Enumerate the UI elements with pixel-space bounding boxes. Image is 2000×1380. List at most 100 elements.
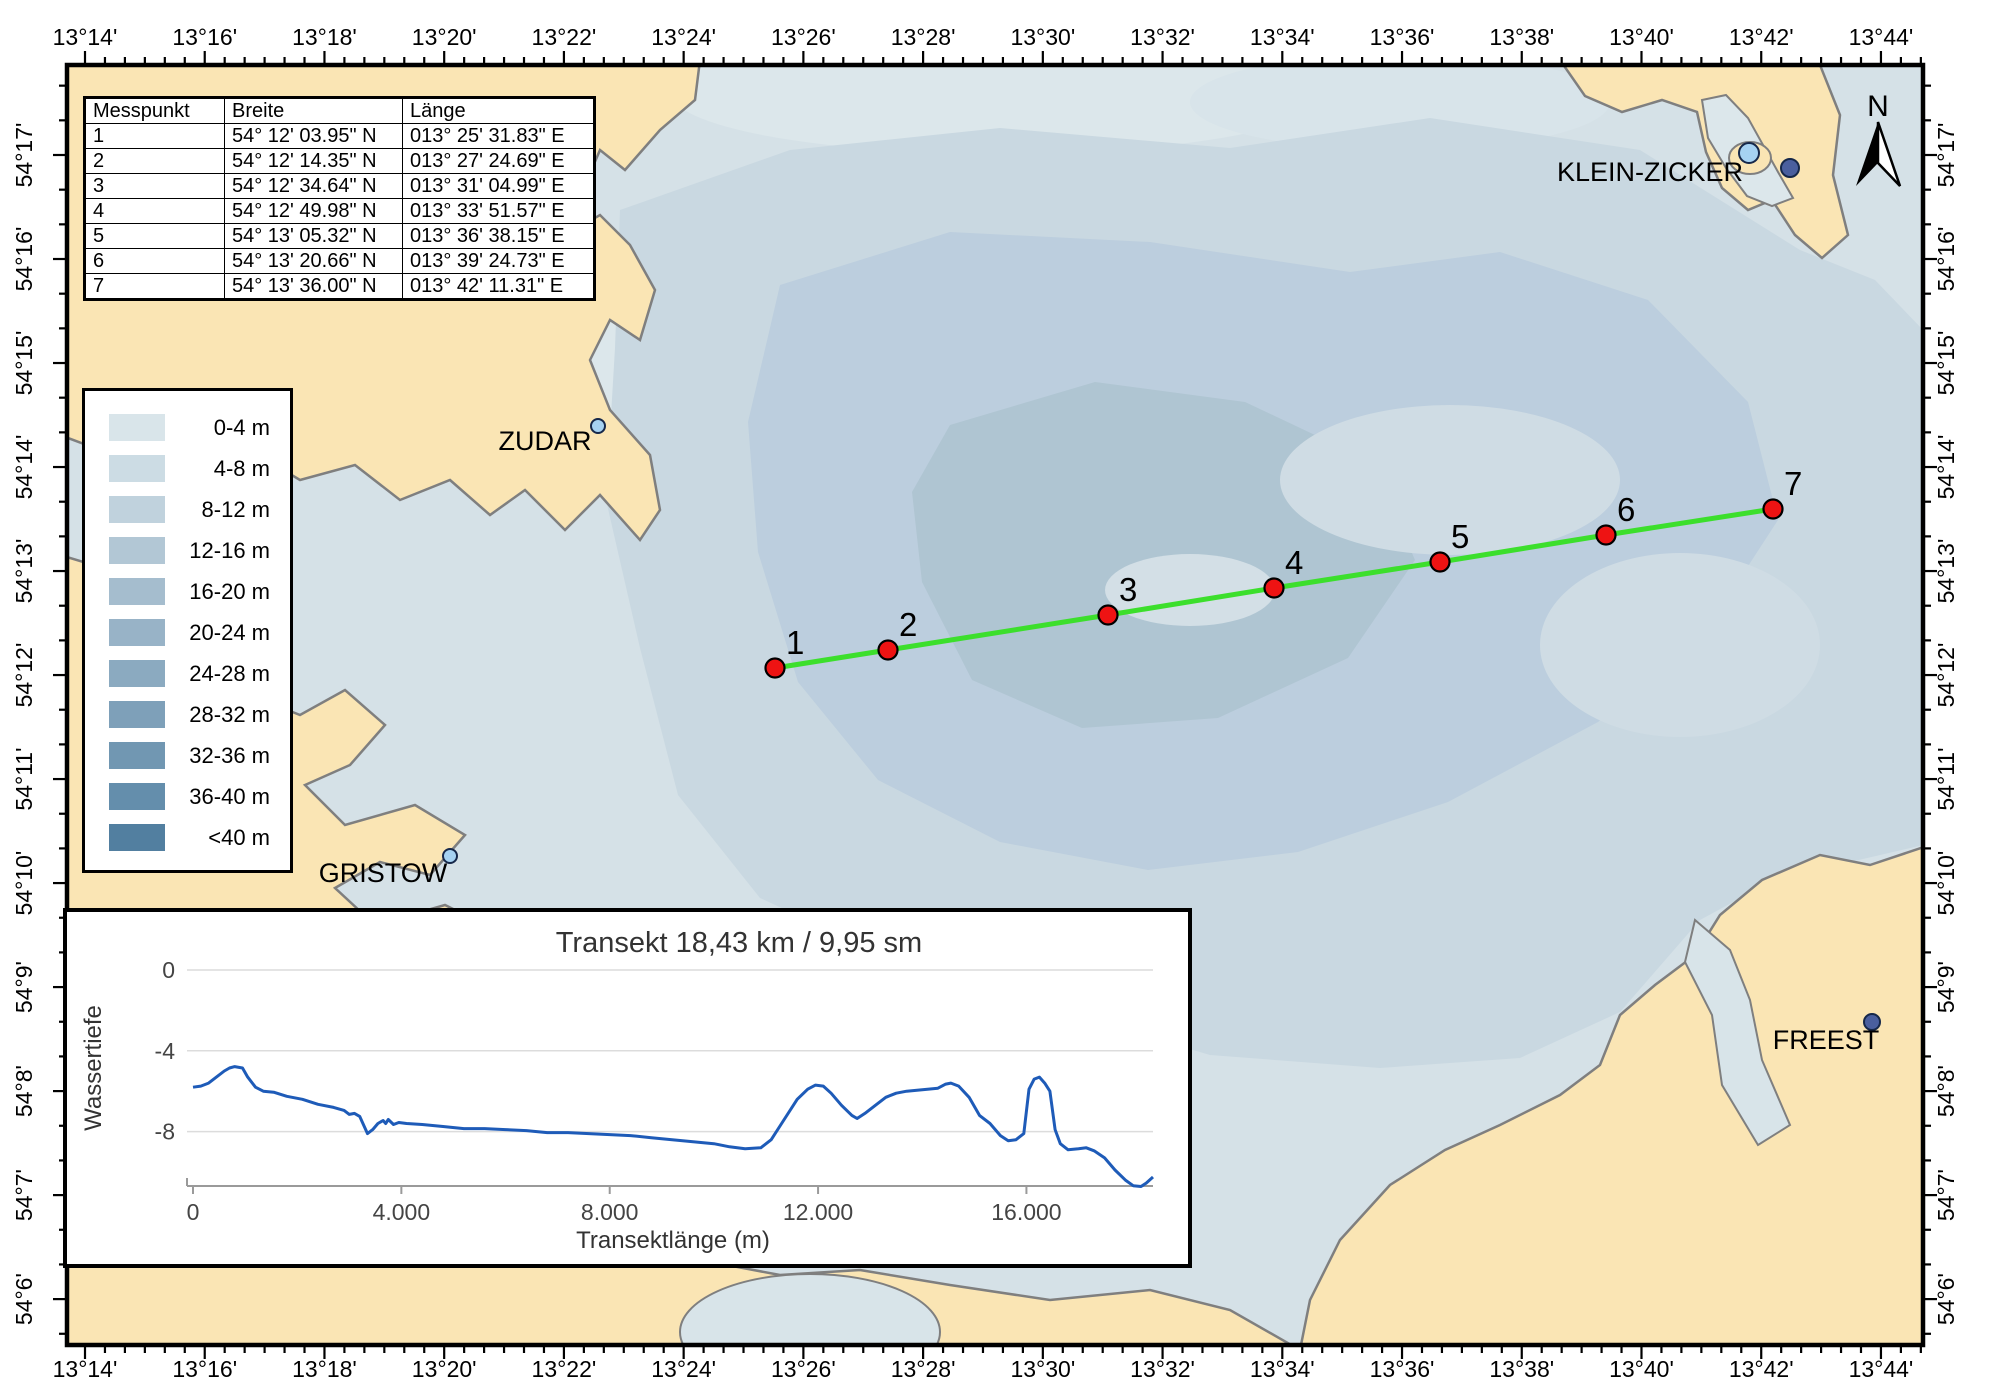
land-freest [1299, 846, 1923, 1345]
graticule-ticks: 13°14' 13°14' 13°16' 13°16' 13°18' 13°18' 13°2… [11, 24, 1959, 1380]
legend-item: 28-32 m [85, 694, 290, 735]
legend-label: 28-32 m [189, 701, 270, 727]
legend-item: 8-12 m [85, 489, 290, 530]
lon-label-top: 13°32' [1130, 24, 1195, 50]
transect-layer: 1 2 3 4 5 6 7 [764, 465, 1802, 679]
table-header-row: Messpunkt Breite Länge [84, 97, 595, 124]
legend-swatch [109, 496, 165, 523]
lat-label-left: 54°11' [11, 748, 37, 811]
lon-label-bottom: 13°38' [1489, 1356, 1554, 1380]
lon-label-top: 13°28' [891, 24, 956, 50]
transect-point-6[interactable] [1595, 524, 1617, 546]
lon-label-top: 13°18' [292, 24, 357, 50]
lon-label-top: 13°34' [1250, 24, 1315, 50]
legend-item: 36-40 m [85, 776, 290, 817]
lat-label-left: 54°7' [11, 1169, 37, 1221]
map-layers [67, 65, 1923, 1345]
lon-label-bottom: 13°16' [172, 1356, 237, 1380]
chart-ylabel: Wassertiefe [80, 1005, 107, 1131]
lon-label-top: 13°14' [53, 24, 118, 50]
legend-label: 16-20 m [189, 578, 270, 604]
lat-label-left: 54°14' [11, 435, 37, 500]
lon-label-top: 13°42' [1729, 24, 1794, 50]
lon-label-top: 13°40' [1609, 24, 1674, 50]
transect-point-2[interactable] [877, 639, 899, 661]
transect-point-3[interactable] [1097, 604, 1119, 626]
chart-xlabel: Transektlänge (m) [576, 1227, 770, 1254]
place-label-gristow: GRISTOW [319, 858, 448, 888]
place-dot-klein-zicker [1780, 158, 1800, 178]
header-messpunkt: Messpunkt [84, 97, 225, 124]
legend-label: 36-40 m [189, 783, 270, 809]
legend-label: 20-24 m [189, 619, 270, 645]
lon-label-bottom: 13°36' [1370, 1356, 1435, 1380]
legend-label: 32-36 m [189, 742, 270, 768]
table-cell: 6 [84, 248, 225, 274]
table-cell: 54° 13' 05.32" N [224, 223, 403, 249]
table-cell: 3 [84, 173, 225, 199]
legend-label: <40 m [208, 824, 270, 850]
transect-point-1[interactable] [764, 657, 786, 679]
place-dot-klein-zicker [1738, 142, 1760, 164]
lon-label-bottom: 13°22' [532, 1356, 597, 1380]
transect-point-label: 4 [1285, 544, 1303, 581]
legend-item: 4-8 m [85, 448, 290, 489]
shallow-patch [1190, 65, 1610, 150]
lat-label-left: 54°9' [11, 961, 37, 1013]
lon-label-top: 13°36' [1370, 24, 1435, 50]
legend-swatch [109, 824, 165, 851]
north-arrow: N [1856, 90, 1902, 187]
transect-point-4[interactable] [1263, 577, 1285, 599]
map-frame [64, 62, 1926, 1348]
table-row: 3 54° 12' 34.64" N 013° 31' 04.99" E [84, 173, 595, 199]
table-cell: 2 [84, 148, 225, 174]
lon-label-bottom: 13°32' [1130, 1356, 1195, 1380]
legend-swatch [109, 455, 165, 482]
lat-label-left: 54°16' [11, 227, 37, 292]
table-row: 1 54° 12' 03.95" N 013° 25' 31.83" E [84, 123, 595, 149]
lon-label-bottom: 13°30' [1010, 1356, 1075, 1380]
lat-label-left: 54°8' [11, 1065, 37, 1117]
table-cell: 013° 27' 24.69" E [402, 148, 595, 174]
shallow-bank [1540, 553, 1820, 737]
lat-label-right: 54°10' [1933, 851, 1959, 916]
land-klein-zicker [1561, 65, 1850, 260]
table-cell: 7 [84, 273, 225, 300]
lon-label-top: 13°22' [532, 24, 597, 50]
lon-label-bottom: 13°34' [1250, 1356, 1315, 1380]
lon-label-top: 13°24' [651, 24, 716, 50]
transect-point-7[interactable] [1762, 498, 1784, 520]
chart-ytick-label: 0 [162, 957, 175, 983]
transect-point-label: 1 [786, 624, 804, 661]
lon-label-top: 13°44' [1849, 24, 1914, 50]
table-cell: 54° 13' 20.66" N [224, 248, 403, 274]
lon-label-bottom: 13°44' [1849, 1356, 1914, 1380]
legend-label: 8-12 m [201, 496, 270, 522]
lon-label-bottom: 13°24' [651, 1356, 716, 1380]
transect-point-label: 3 [1119, 571, 1137, 608]
lat-label-right: 54°15' [1933, 331, 1959, 396]
lat-label-right: 54°17' [1933, 123, 1959, 188]
transect-point-5[interactable] [1429, 551, 1451, 573]
shallow-bank [1280, 405, 1620, 555]
lat-label-left: 54°12' [11, 643, 37, 708]
transect-point-label: 6 [1617, 491, 1635, 528]
legend-swatch [109, 742, 165, 769]
chart-xtick-label: 8.000 [581, 1199, 639, 1225]
legend-swatch [109, 578, 165, 605]
header-breite: Breite [224, 97, 403, 124]
lat-label-right: 54°6' [1933, 1273, 1959, 1325]
north-arrow-label: N [1867, 90, 1889, 123]
north-arrow-right-half [1876, 121, 1902, 187]
table-cell: 1 [84, 123, 225, 149]
lon-label-bottom: 13°26' [771, 1356, 836, 1380]
transect-point-label: 5 [1451, 518, 1469, 555]
legend-swatch [109, 619, 165, 646]
lon-label-bottom: 13°18' [292, 1356, 357, 1380]
table-cell: 5 [84, 223, 225, 249]
lat-label-right: 54°13' [1933, 539, 1959, 604]
lat-label-left: 54°6' [11, 1273, 37, 1325]
legend-swatch [109, 701, 165, 728]
lat-label-left: 54°17' [11, 123, 37, 188]
